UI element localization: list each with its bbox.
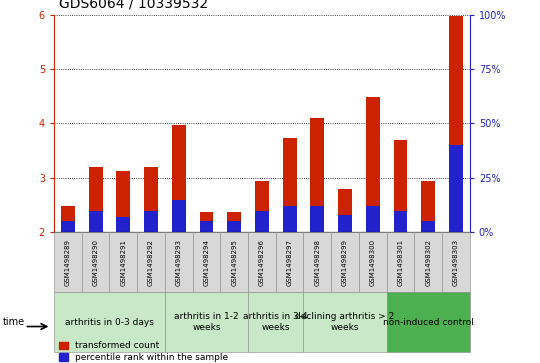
Text: arthritis in 3-4
weeks: arthritis in 3-4 weeks	[244, 313, 308, 332]
Text: GSM1498297: GSM1498297	[287, 239, 293, 286]
Text: GSM1498293: GSM1498293	[176, 239, 182, 286]
Text: GDS6064 / 10339532: GDS6064 / 10339532	[59, 0, 208, 11]
Bar	[137, 232, 165, 292]
Bar	[172, 200, 186, 232]
Bar	[61, 221, 75, 232]
Text: GSM1498289: GSM1498289	[65, 239, 71, 286]
Text: GSM1498298: GSM1498298	[314, 239, 320, 286]
Bar	[117, 217, 130, 232]
Bar	[449, 145, 463, 232]
Bar	[165, 292, 248, 352]
Text: non-induced control: non-induced control	[383, 318, 474, 327]
Bar	[421, 221, 435, 232]
Text: GSM1498301: GSM1498301	[397, 239, 403, 286]
Bar	[248, 232, 276, 292]
Text: GSM1498290: GSM1498290	[92, 239, 99, 286]
Bar	[283, 138, 296, 232]
Bar	[117, 171, 130, 232]
Text: GSM1498302: GSM1498302	[425, 239, 431, 286]
Bar	[359, 232, 387, 292]
Bar	[331, 232, 359, 292]
Bar	[338, 215, 352, 232]
Text: GSM1498296: GSM1498296	[259, 239, 265, 286]
Text: GSM1498300: GSM1498300	[370, 239, 376, 286]
Bar	[144, 211, 158, 232]
Bar	[199, 221, 213, 232]
Bar	[227, 212, 241, 232]
Bar	[54, 292, 165, 352]
Bar	[303, 292, 387, 352]
Bar	[199, 212, 213, 232]
Bar	[220, 232, 248, 292]
Bar	[61, 206, 75, 232]
Bar	[387, 232, 414, 292]
Text: GSM1498291: GSM1498291	[120, 239, 126, 286]
Bar	[54, 232, 82, 292]
Bar	[394, 140, 408, 232]
Bar	[283, 206, 296, 232]
Text: declining arthritis > 2
weeks: declining arthritis > 2 weeks	[295, 313, 395, 332]
Bar	[144, 167, 158, 232]
Bar	[193, 232, 220, 292]
Text: GSM1498299: GSM1498299	[342, 239, 348, 286]
Bar	[82, 232, 110, 292]
Bar	[110, 232, 137, 292]
Text: GSM1498303: GSM1498303	[453, 239, 459, 286]
Text: time: time	[3, 317, 25, 327]
Bar	[255, 180, 269, 232]
Bar	[421, 180, 435, 232]
Bar	[165, 232, 193, 292]
Bar	[338, 189, 352, 232]
Bar	[310, 118, 324, 232]
Bar	[310, 206, 324, 232]
Bar	[276, 232, 303, 292]
Text: GSM1498295: GSM1498295	[231, 239, 237, 286]
Bar	[248, 292, 303, 352]
Text: arthritis in 0-3 days: arthritis in 0-3 days	[65, 318, 154, 327]
Legend: transformed count, percentile rank within the sample: transformed count, percentile rank withi…	[58, 342, 228, 362]
Bar	[172, 125, 186, 232]
Bar	[394, 211, 408, 232]
Bar	[227, 221, 241, 232]
Bar	[303, 232, 331, 292]
Bar	[89, 167, 103, 232]
Text: GSM1498294: GSM1498294	[204, 239, 210, 286]
Bar	[449, 16, 463, 232]
Bar	[255, 211, 269, 232]
Bar	[414, 232, 442, 292]
Text: arthritis in 1-2
weeks: arthritis in 1-2 weeks	[174, 313, 239, 332]
Bar	[89, 211, 103, 232]
Text: GSM1498292: GSM1498292	[148, 239, 154, 286]
Bar	[387, 292, 470, 352]
Bar	[442, 232, 470, 292]
Bar	[366, 97, 380, 232]
Bar	[366, 206, 380, 232]
